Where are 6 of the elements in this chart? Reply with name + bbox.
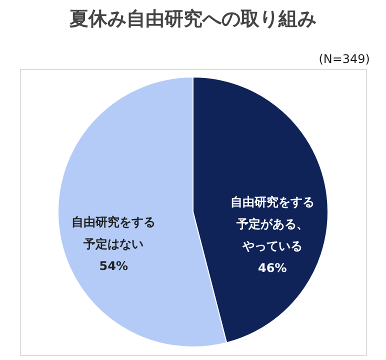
- slice-label: 自由研究をする予定はない: [72, 215, 156, 252]
- slice-label: 自由研究をする予定がある、やっている: [230, 194, 314, 253]
- data-label: 54%: [99, 259, 128, 274]
- chart-title: 夏休み自由研究への取り組み: [68, 8, 316, 30]
- text: (N=349): [318, 52, 370, 66]
- data-label: 46%: [258, 260, 287, 275]
